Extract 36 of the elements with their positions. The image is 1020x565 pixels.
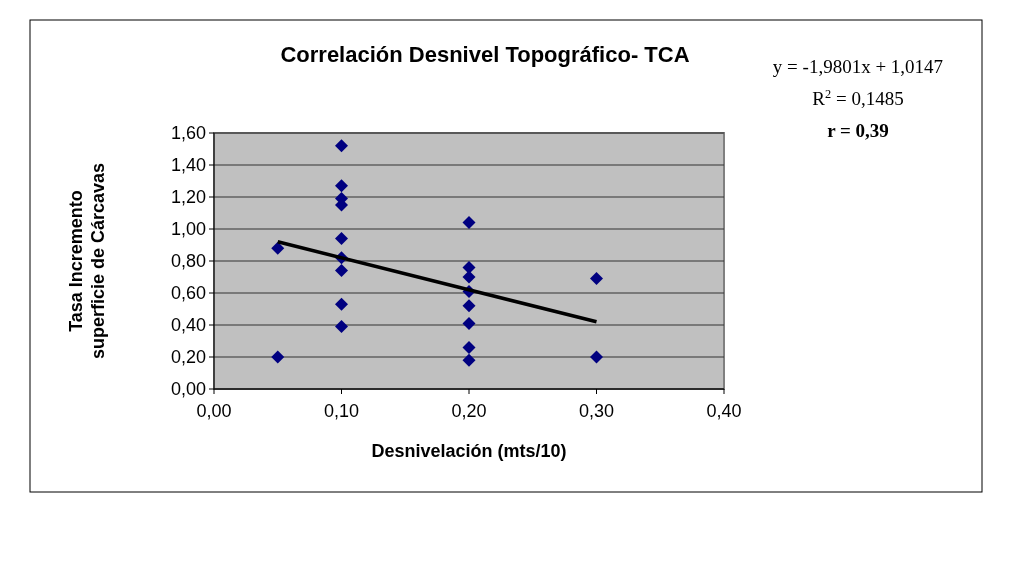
y-tick-label: 0,00: [170, 379, 206, 400]
point: [462, 340, 476, 354]
y-axis-title: Tasa Incremento superficie de Cárcavas: [66, 162, 108, 360]
point: [335, 264, 348, 278]
point: [335, 232, 348, 246]
point: [335, 179, 348, 193]
x-tick-label: 0,30: [578, 401, 615, 421]
point: [462, 316, 476, 330]
x-tick-label: 0,00: [196, 401, 232, 421]
x-axis-title: Desnivelación (mts/10): [371, 441, 567, 461]
point: [271, 241, 285, 255]
y-tick-label: 1,60: [170, 123, 206, 144]
text: R$^{2}$ = 0,1485: [812, 87, 904, 109]
point: [335, 139, 348, 153]
text: r = 0,39: [827, 120, 889, 141]
y-tick-label: 0,60: [170, 283, 206, 304]
point: [462, 216, 476, 230]
point: [462, 299, 476, 313]
point: [271, 350, 285, 364]
y-tick-label: 1,00: [170, 219, 206, 240]
point: [462, 270, 476, 284]
y-tick-label: 0,80: [170, 251, 206, 272]
point: [462, 260, 476, 274]
text: y = -1,9801x + 1,0147: [772, 56, 944, 77]
chart-title: Correlación Desnivel Topográfico- TCA: [280, 42, 690, 67]
point: [590, 272, 603, 286]
x-tick-label: 0,10: [323, 401, 360, 421]
y-tick-label: 0,20: [170, 347, 206, 368]
x-tick-label: 0,40: [706, 401, 742, 421]
point: [335, 320, 348, 334]
y-tick-label: 1,40: [170, 155, 206, 176]
point: [462, 353, 476, 367]
x-tick-label: 0,20: [451, 401, 487, 421]
y-tick-label: 1,20: [170, 187, 206, 208]
y-tick-label: 0,40: [170, 315, 206, 336]
point: [335, 297, 348, 311]
